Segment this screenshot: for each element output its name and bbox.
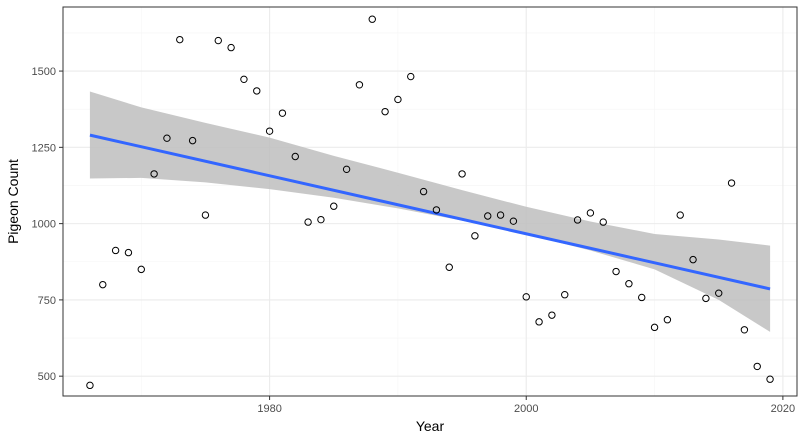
axis-ticks bbox=[59, 70, 784, 400]
data-point bbox=[355, 81, 364, 89]
y-tick-label: 1250 bbox=[32, 142, 56, 154]
data-point bbox=[471, 232, 479, 240]
data-point bbox=[342, 165, 351, 174]
data-point bbox=[419, 187, 428, 196]
data-point bbox=[445, 263, 453, 271]
x-tick-labels: 1980 2000 2020 bbox=[257, 403, 795, 415]
data-point bbox=[458, 170, 466, 178]
trend-line bbox=[89, 133, 771, 291]
data-point bbox=[535, 318, 543, 326]
y-tick-label: 1000 bbox=[32, 219, 56, 231]
data-point bbox=[137, 265, 145, 274]
data-point bbox=[702, 294, 710, 303]
y-tick-label: 500 bbox=[38, 371, 56, 383]
data-point bbox=[484, 212, 492, 220]
data-point bbox=[163, 134, 171, 142]
data-point bbox=[432, 206, 441, 214]
data-point bbox=[214, 36, 222, 45]
data-point bbox=[150, 170, 158, 178]
data-point bbox=[86, 381, 94, 390]
data-point bbox=[240, 75, 248, 84]
data-point bbox=[407, 72, 415, 81]
data-point bbox=[201, 211, 210, 219]
trend-line-group bbox=[89, 133, 771, 291]
data-point bbox=[330, 202, 338, 210]
x-tick-label: 2020 bbox=[771, 403, 795, 415]
data-point bbox=[586, 209, 595, 217]
data-point bbox=[753, 362, 761, 371]
data-point bbox=[227, 43, 235, 52]
data-point bbox=[291, 152, 299, 161]
data-point bbox=[548, 311, 556, 319]
data-point bbox=[509, 217, 518, 225]
data-point bbox=[740, 326, 749, 334]
y-axis-title: Pigeon Count bbox=[5, 159, 21, 244]
data-point bbox=[638, 293, 646, 302]
data-point bbox=[265, 127, 274, 135]
data-point bbox=[188, 136, 197, 145]
data-point bbox=[496, 211, 505, 219]
data-point bbox=[715, 289, 723, 297]
data-point bbox=[663, 316, 672, 324]
data-point bbox=[689, 255, 697, 264]
data-point bbox=[625, 280, 633, 288]
data-point bbox=[381, 107, 389, 116]
x-tick-label: 2000 bbox=[514, 403, 538, 415]
data-point bbox=[124, 248, 133, 257]
data-point bbox=[766, 375, 774, 383]
x-axis-title: Year bbox=[416, 418, 445, 434]
y-tick-labels: 500 750 1000 1250 1500 bbox=[32, 66, 56, 383]
data-point bbox=[394, 95, 402, 104]
data-point bbox=[253, 87, 261, 95]
x-tick-label: 1980 bbox=[257, 403, 281, 415]
data-point bbox=[278, 109, 287, 117]
data-point bbox=[561, 291, 569, 299]
data-point bbox=[304, 218, 312, 226]
data-point bbox=[573, 216, 582, 224]
y-tick-label: 750 bbox=[38, 295, 56, 307]
data-point bbox=[676, 211, 684, 219]
data-point bbox=[612, 267, 620, 276]
data-point bbox=[650, 323, 659, 332]
data-point bbox=[317, 215, 325, 224]
data-point bbox=[727, 179, 736, 187]
data-point bbox=[111, 246, 120, 255]
data-point bbox=[599, 218, 607, 226]
data-point bbox=[99, 280, 107, 289]
data-points bbox=[86, 15, 774, 390]
panel-border bbox=[62, 6, 798, 397]
data-point bbox=[368, 15, 376, 23]
data-point bbox=[176, 35, 184, 44]
y-tick-label: 1500 bbox=[32, 66, 56, 78]
data-point bbox=[522, 293, 530, 301]
